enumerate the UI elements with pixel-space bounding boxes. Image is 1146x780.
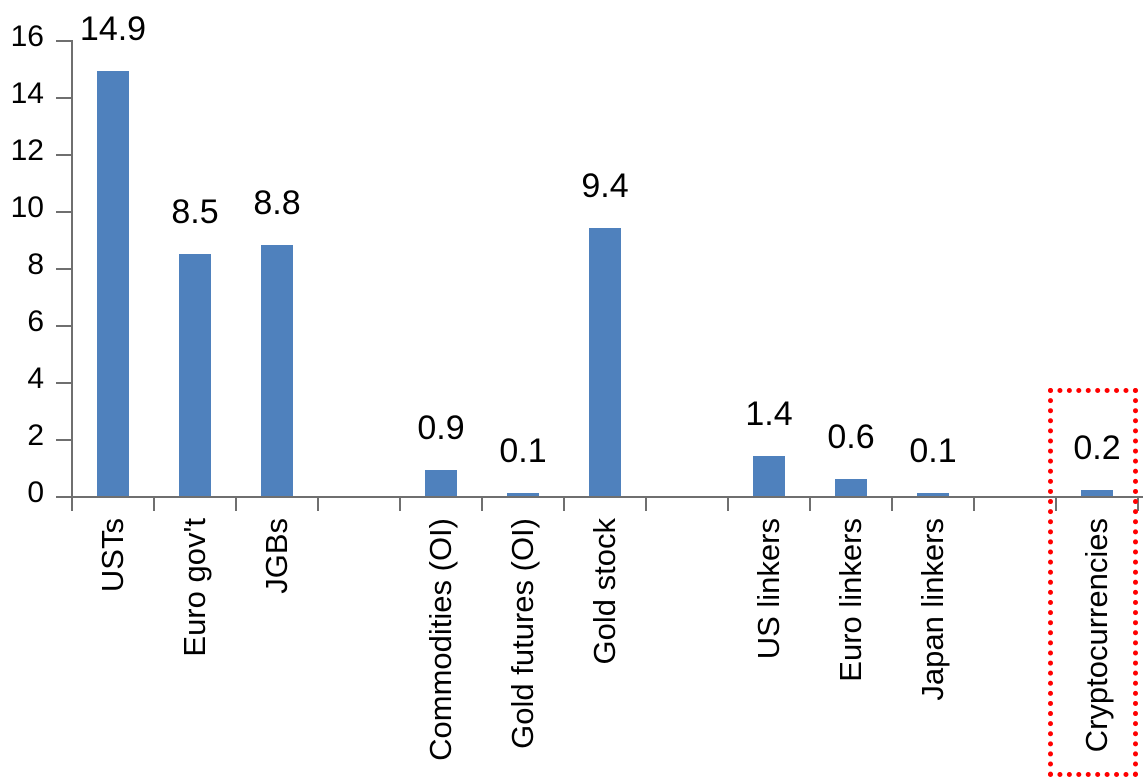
value-label: 9.4 bbox=[581, 167, 629, 205]
bar-gold-stock bbox=[589, 228, 621, 496]
value-label: 14.9 bbox=[79, 10, 147, 48]
y-axis-tick-label: 0 bbox=[27, 476, 44, 509]
x-axis-tick bbox=[235, 497, 237, 511]
value-label: 0.9 bbox=[417, 409, 465, 447]
value-label: 0.1 bbox=[909, 432, 957, 470]
y-axis-tick-label: 10 bbox=[10, 191, 44, 224]
x-axis-label: USTs bbox=[94, 518, 130, 593]
bar-usts bbox=[97, 71, 129, 496]
x-axis-label-cell: Commodities (OI) bbox=[419, 518, 463, 776]
x-axis-label: US linkers bbox=[750, 518, 786, 660]
x-axis-label-cell: USTs bbox=[91, 518, 135, 776]
y-axis-tick-label: 16 bbox=[10, 20, 44, 53]
bar-us-linkers bbox=[753, 456, 785, 496]
y-axis-tick-label: 4 bbox=[27, 362, 44, 395]
x-axis-tick bbox=[891, 497, 893, 511]
bar-japan-linkers bbox=[917, 493, 949, 496]
x-axis-tick bbox=[1055, 497, 1057, 511]
x-axis-label: Japan linkers bbox=[914, 518, 950, 701]
y-axis-tick bbox=[56, 40, 72, 42]
x-axis-label: Commodities (OI) bbox=[422, 518, 458, 761]
y-axis-tick-label: 12 bbox=[10, 134, 44, 167]
x-axis-tick bbox=[727, 497, 729, 511]
y-axis-tick bbox=[56, 154, 72, 156]
x-axis-label: Euro linkers bbox=[832, 518, 868, 682]
x-axis-tick bbox=[1137, 497, 1139, 511]
y-axis-line bbox=[71, 40, 73, 511]
x-axis-label-cell: Japan linkers bbox=[911, 518, 955, 776]
x-axis-label: Euro gov't bbox=[176, 518, 212, 657]
value-label: 0.2 bbox=[1073, 429, 1121, 467]
y-axis-tick bbox=[56, 325, 72, 327]
highlight-box bbox=[1048, 388, 1138, 777]
bar-commodities-oi bbox=[425, 470, 457, 496]
x-axis-label-cell: Euro linkers bbox=[829, 518, 873, 776]
y-axis-tick-label: 8 bbox=[27, 248, 44, 281]
bar-jgbs bbox=[261, 245, 293, 496]
x-axis-tick bbox=[809, 497, 811, 511]
y-axis-tick bbox=[56, 382, 72, 384]
y-axis-tick bbox=[56, 496, 72, 498]
value-label: 0.1 bbox=[499, 432, 547, 470]
bar-gold-futures-oi bbox=[507, 493, 539, 496]
x-axis-tick bbox=[645, 497, 647, 511]
bar-euro-gov-t bbox=[179, 254, 211, 496]
x-axis-label: JGBs bbox=[258, 518, 294, 594]
x-axis-tick bbox=[399, 497, 401, 511]
bar-cryptocurrencies bbox=[1081, 490, 1113, 496]
y-axis-tick-label: 2 bbox=[27, 419, 44, 452]
y-axis-tick bbox=[56, 211, 72, 213]
x-axis-tick bbox=[71, 497, 73, 511]
value-label: 8.8 bbox=[253, 184, 301, 222]
x-axis-tick bbox=[481, 497, 483, 511]
x-axis-tick bbox=[973, 497, 975, 511]
x-axis-label-cell: Euro gov't bbox=[173, 518, 217, 776]
bar-euro-linkers bbox=[835, 479, 867, 496]
y-axis-tick bbox=[56, 97, 72, 99]
y-axis-tick bbox=[56, 268, 72, 270]
y-axis-tick bbox=[56, 439, 72, 441]
x-axis-label-cell: Gold futures (OI) bbox=[501, 518, 545, 776]
x-axis-tick bbox=[317, 497, 319, 511]
value-label: 0.6 bbox=[827, 418, 875, 456]
value-label: 8.5 bbox=[171, 193, 219, 231]
y-axis-tick-label: 14 bbox=[10, 77, 44, 110]
x-axis-tick bbox=[153, 497, 155, 511]
x-axis-label: Gold stock bbox=[586, 518, 622, 665]
x-axis-label-cell: US linkers bbox=[747, 518, 791, 776]
x-axis-line bbox=[56, 496, 1143, 498]
x-axis-label: Gold futures (OI) bbox=[504, 518, 540, 749]
x-axis-label-cell: Gold stock bbox=[583, 518, 627, 776]
y-axis-tick-label: 6 bbox=[27, 305, 44, 338]
value-label: 1.4 bbox=[745, 395, 793, 433]
x-axis-tick bbox=[563, 497, 565, 511]
x-axis-label-cell: JGBs bbox=[255, 518, 299, 776]
